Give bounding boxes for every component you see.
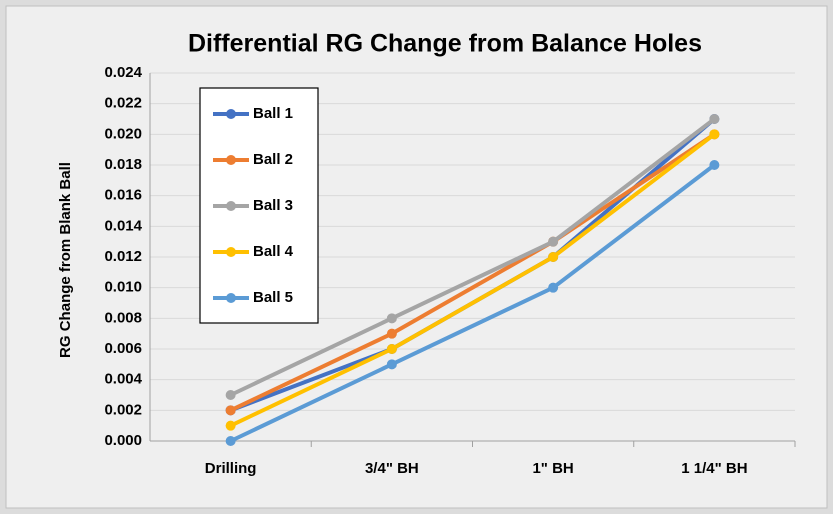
x-tick-label: Drilling [205,460,257,477]
legend-marker [226,155,236,165]
y-tick-label: 0.024 [104,64,142,81]
y-tick-label: 0.010 [104,279,142,296]
point [386,328,397,339]
y-tick-label: 0.022 [104,95,142,112]
chart-title: Differential RG Change from Balance Hole… [188,30,702,58]
y-tick-label: 0.014 [104,217,142,234]
legend-marker [226,293,236,303]
y-tick-label: 0.004 [104,371,142,388]
point [386,359,397,370]
point [709,129,720,140]
point [548,236,559,247]
series-line [229,117,716,397]
y-axis-label: RG Change from Blank Ball [57,162,74,358]
legend-label: Ball 2 [253,151,293,168]
series-line [229,132,716,428]
point [548,282,559,293]
point [709,114,720,124]
legend-label: Ball 5 [253,289,293,306]
point [225,436,236,446]
y-tick-label: 0.002 [104,401,142,418]
y-tick-label: 0.012 [104,248,142,265]
legend-label: Ball 3 [253,197,293,214]
x-tick-label: 3/4" BH [365,460,419,477]
y-tick-label: 0.020 [104,125,142,142]
series-line [229,132,716,413]
point [225,405,236,416]
legend-label: Ball 4 [253,243,294,260]
legend-label: Ball 1 [253,105,293,122]
y-tick-label: 0.008 [104,309,142,326]
point [225,390,236,400]
point [386,344,397,354]
x-tick-label: 1" BH [532,460,573,477]
y-tick-label: 0.018 [104,156,142,173]
y-tick-label: 0.000 [104,432,142,449]
legend-marker [226,109,236,119]
legend-marker [226,247,236,257]
x-tick-label: 1 1/4" BH [681,460,747,477]
point [225,420,236,431]
legend-marker [226,201,236,211]
y-tick-label: 0.016 [104,187,142,204]
point [548,252,559,262]
y-tick-label: 0.006 [104,340,142,357]
series-line [229,163,716,443]
point [386,313,397,324]
point [709,160,720,170]
